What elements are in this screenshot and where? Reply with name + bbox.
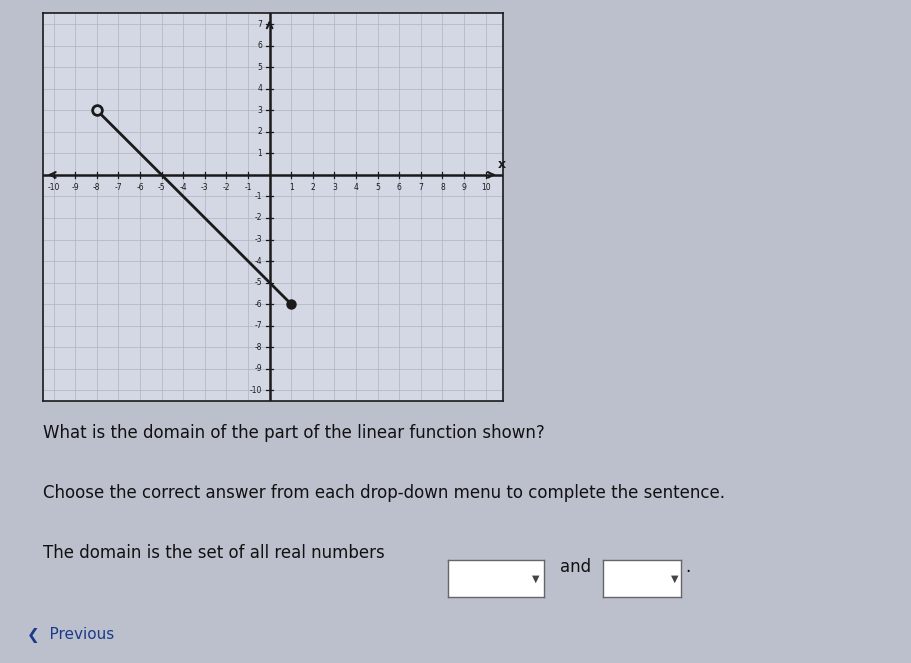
- Text: 2: 2: [311, 184, 315, 192]
- Text: The domain is the set of all real numbers: The domain is the set of all real number…: [43, 544, 384, 562]
- Text: -9: -9: [71, 184, 79, 192]
- Text: 2: 2: [257, 127, 262, 137]
- Text: 6: 6: [397, 184, 402, 192]
- Text: -3: -3: [254, 235, 262, 244]
- Text: 7: 7: [257, 19, 262, 29]
- Text: -1: -1: [254, 192, 262, 201]
- Text: 8: 8: [440, 184, 445, 192]
- Text: 4: 4: [257, 84, 262, 93]
- Text: -4: -4: [254, 257, 262, 266]
- Text: -3: -3: [201, 184, 209, 192]
- Text: 10: 10: [481, 184, 490, 192]
- Text: ▼: ▼: [532, 573, 540, 583]
- Text: 4: 4: [353, 184, 358, 192]
- Text: -7: -7: [115, 184, 122, 192]
- Text: ❮  Previous: ❮ Previous: [27, 627, 115, 642]
- Text: -5: -5: [158, 184, 166, 192]
- Text: 1: 1: [257, 149, 262, 158]
- Text: 5: 5: [375, 184, 380, 192]
- Text: 9: 9: [462, 184, 466, 192]
- Text: -4: -4: [179, 184, 187, 192]
- Text: 7: 7: [418, 184, 424, 192]
- Text: 6: 6: [257, 41, 262, 50]
- Text: -2: -2: [222, 184, 230, 192]
- Text: What is the domain of the part of the linear function shown?: What is the domain of the part of the li…: [43, 424, 545, 442]
- Text: Choose the correct answer from each drop-down menu to complete the sentence.: Choose the correct answer from each drop…: [43, 484, 725, 502]
- Text: 3: 3: [257, 105, 262, 115]
- Text: -1: -1: [244, 184, 251, 192]
- Text: 3: 3: [332, 184, 337, 192]
- Text: -10: -10: [250, 386, 262, 395]
- Text: -8: -8: [93, 184, 100, 192]
- Text: -10: -10: [47, 184, 60, 192]
- Text: and: and: [560, 558, 591, 576]
- Text: -8: -8: [254, 343, 262, 352]
- Text: x: x: [497, 158, 506, 171]
- Text: ▼: ▼: [670, 573, 678, 583]
- Text: -5: -5: [254, 278, 262, 287]
- Text: -2: -2: [254, 213, 262, 223]
- Text: .: .: [685, 558, 691, 576]
- Text: -6: -6: [254, 300, 262, 309]
- Text: -6: -6: [137, 184, 144, 192]
- Text: -9: -9: [254, 364, 262, 373]
- Text: 5: 5: [257, 62, 262, 72]
- Text: 1: 1: [289, 184, 293, 192]
- Text: -7: -7: [254, 321, 262, 330]
